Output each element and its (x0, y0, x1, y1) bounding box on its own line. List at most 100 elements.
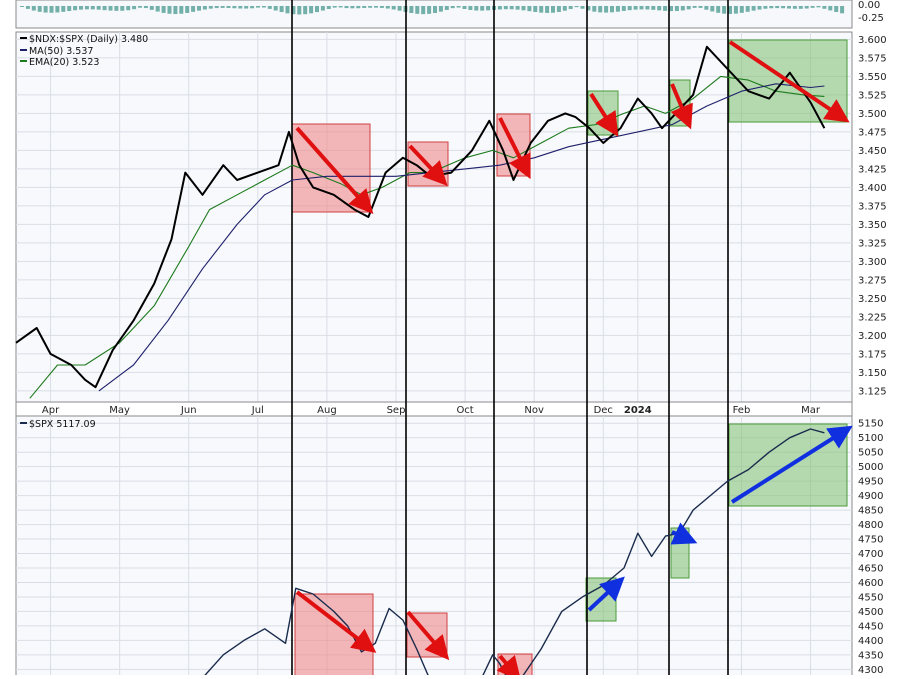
indicator-bar-18 (126, 6, 131, 11)
lower-ytick-16: 4350 (858, 650, 883, 661)
indicator-bar-113 (686, 6, 691, 10)
indicator-bar-138 (834, 6, 839, 12)
indicator-bar-137 (828, 6, 833, 11)
indicator-bar-130 (787, 6, 791, 9)
indicator-bar-26 (173, 6, 178, 15)
indicator-bar-25 (167, 6, 172, 14)
xtick-5: Sep (387, 405, 406, 416)
indicator-bar-27 (179, 6, 184, 14)
lower-ytick-10: 4650 (858, 563, 883, 574)
upper-ytick-17: 3.175 (858, 349, 887, 360)
indicator-bar-53 (332, 6, 337, 8)
red-arrow-7 (295, 590, 377, 653)
indicator-bar-94 (574, 6, 579, 8)
indicator-bar-3 (37, 6, 42, 12)
indicator-bar-70 (433, 6, 437, 13)
upper-ytick-8: 3.400 (858, 183, 887, 194)
lower-ytick-13: 4500 (858, 607, 883, 618)
xtick-8: Dec (594, 405, 613, 416)
indicator-bar-109 (663, 6, 668, 11)
indicator-bar-35 (226, 6, 231, 8)
indicator-bar-79 (486, 6, 491, 11)
indicator-bar-8 (67, 6, 72, 12)
lower-ytick-4: 4950 (858, 477, 883, 488)
upper-ytick-5: 3.475 (858, 127, 887, 138)
legend-swatch-spx (20, 422, 27, 424)
lower-ytick-11: 4600 (858, 578, 883, 589)
indicator-bar-72 (444, 6, 449, 10)
xtick-11: Mar (801, 405, 821, 416)
indicator-bar-104 (633, 6, 638, 10)
indicator-bar-117 (710, 6, 715, 12)
indicator-bar-84 (515, 6, 520, 10)
red-arrow-8 (406, 610, 450, 661)
lower-ytick-14: 4450 (858, 621, 883, 632)
indicator-bar-7 (61, 6, 66, 12)
xtick-1: May (109, 405, 130, 416)
indicator-bar-129 (781, 6, 786, 9)
upper-ytick-19: 3.125 (858, 386, 887, 397)
indicator-bar-118 (716, 6, 721, 13)
xtick-0: Apr (42, 405, 60, 416)
upper-ytick-4: 3.500 (858, 109, 887, 120)
indicator-bar-5 (49, 6, 54, 13)
upper-ytick-labels: 3.600 3.575 3.550 3.525 3.500 3.475 3.450 3.425… (858, 35, 887, 397)
lower-ytick-2: 5050 (858, 448, 883, 459)
indicator-bar-76 (468, 6, 473, 10)
upper-ytick-9: 3.375 (858, 201, 887, 212)
indicator-bar-132 (798, 6, 803, 9)
indicator-bar-61 (379, 6, 384, 8)
indicator-bar-95 (580, 6, 585, 9)
indicator-bar-121 (733, 6, 738, 14)
upper-ytick-14: 3.250 (858, 294, 887, 305)
legend-swatch-ratio (20, 37, 27, 39)
indicator-bar-54 (338, 6, 343, 8)
indicator-bar-89 (545, 6, 550, 13)
legend-label-ma50: MA(50) 3.537 (29, 46, 93, 57)
indicator-bar-98 (598, 6, 603, 13)
indicator-bar-71 (438, 6, 443, 12)
indicator-bar-136 (822, 6, 827, 9)
indicator-bar-56 (350, 6, 355, 9)
indicator-tick-0: 0.00 (858, 0, 880, 11)
indicator-bar-75 (462, 6, 467, 9)
indicator-bar-12 (90, 6, 95, 10)
indicator-bar-48 (303, 6, 308, 15)
xtick-9: 2024 (624, 405, 652, 416)
indicator-bar-55 (344, 6, 349, 9)
lower-ytick-1: 5100 (858, 433, 883, 444)
xtick-3: Jul (251, 405, 264, 416)
lower-ytick-5: 4900 (858, 491, 883, 502)
indicator-bar-24 (161, 6, 166, 13)
indicator-bar-81 (497, 6, 502, 10)
lower-ytick-7: 4800 (858, 520, 883, 531)
xtick-7: Nov (524, 405, 544, 416)
indicator-bar-97 (592, 6, 597, 12)
legend-label-ratio: $NDX:$SPX (Daily) 3.480 (29, 34, 148, 45)
indicator-bar-99 (604, 6, 609, 13)
indicator-bar-43 (273, 6, 278, 11)
indicator-bar-125 (757, 6, 762, 10)
legend-swatch-ema20 (20, 60, 27, 62)
blue-arrow-2 (587, 576, 625, 612)
indicator-bar-45 (285, 6, 290, 14)
upper-ytick-2: 3.550 (858, 72, 887, 83)
xaxis-strip (15, 401, 853, 417)
indicator-bar-32 (208, 6, 213, 9)
indicator-bar-96 (586, 6, 591, 11)
lower-ytick-labels: 5150 5100 5050 5000 4950 4900 4850 4800 4750 4700… (858, 419, 883, 676)
indicator-bar-33 (214, 6, 219, 9)
indicator-bar-119 (722, 6, 727, 14)
upper-ytick-0: 3.600 (858, 35, 887, 46)
indicator-bar-102 (621, 6, 626, 11)
event-lines (291, 0, 729, 675)
lower-ytick-12: 4550 (858, 592, 883, 603)
indicator-bar-78 (480, 6, 485, 11)
indicator-bar-64 (397, 6, 402, 11)
red-arrow-5 (670, 83, 693, 130)
upper-ytick-3: 3.525 (858, 90, 887, 101)
xtick-4: Aug (317, 405, 337, 416)
indicator-bar-30 (197, 6, 201, 11)
indicator-bar-134 (810, 6, 815, 8)
